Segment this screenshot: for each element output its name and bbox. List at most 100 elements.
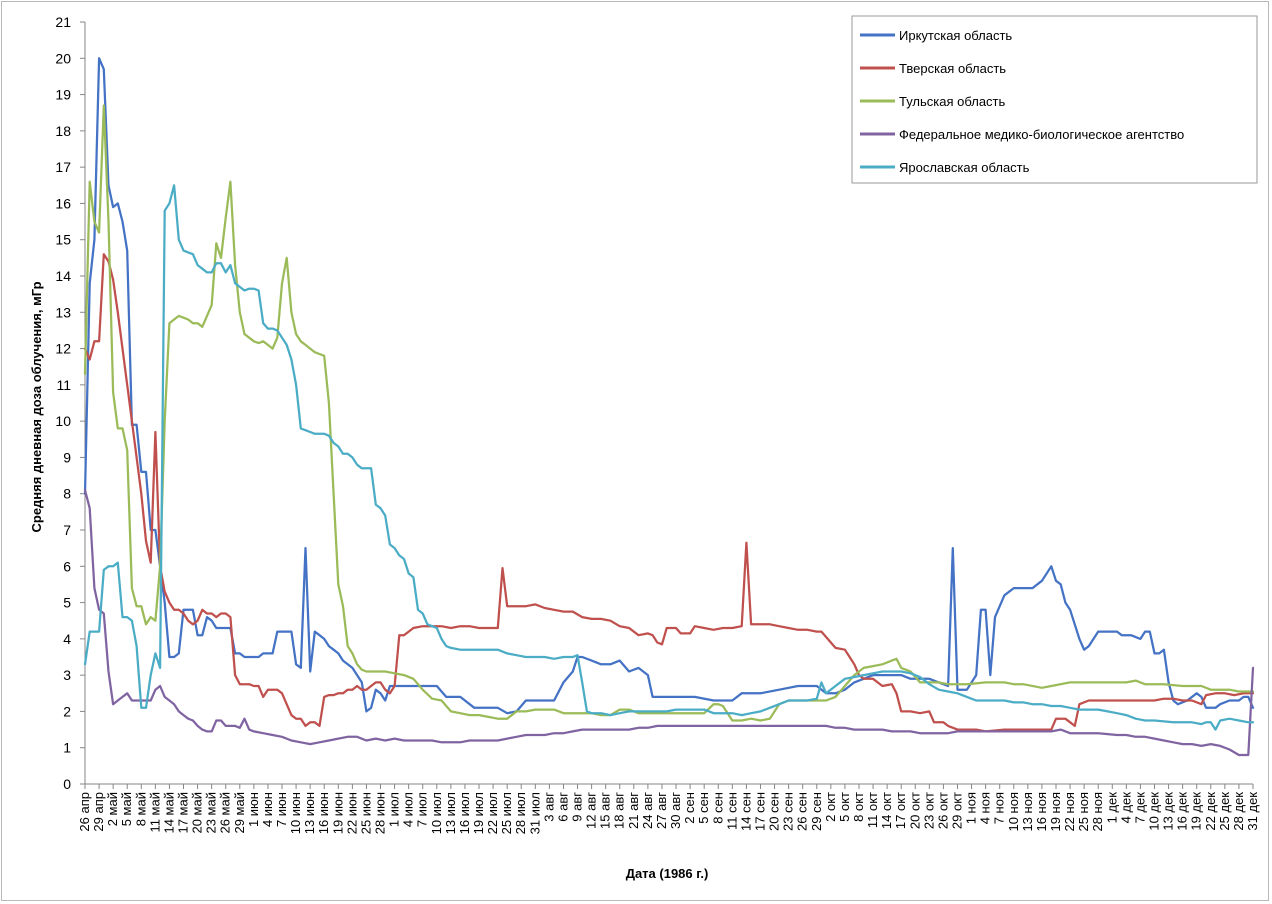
x-tick-label: 1 июл [387, 792, 402, 827]
x-tick-label: 29 окт [949, 792, 964, 829]
y-tick-label: 20 [55, 50, 71, 66]
x-tick-label: 12 авг [584, 792, 599, 829]
legend-entry-1: Иркутская область [899, 28, 1012, 43]
x-tick-label: 5 окт [837, 792, 852, 822]
legend: Иркутская область Тверская область Тульска… [851, 15, 1258, 184]
y-tick-label: 21 [55, 14, 71, 30]
x-tick-label: 9 авг [570, 792, 585, 822]
x-tick-label: 22 июн [344, 792, 359, 834]
x-tick-label: 8 окт [851, 792, 866, 822]
x-tick-label: 10 ноя [1006, 792, 1021, 832]
y-tick-label: 10 [55, 413, 71, 429]
y-tick-label: 15 [55, 232, 71, 248]
x-tick-label: 28 июл [513, 792, 528, 834]
x-tick-label: 16 июл [457, 792, 472, 834]
legend-entry-2: Тверская область [899, 61, 1006, 76]
series-line-1 [83, 57, 1255, 715]
x-tick-label: 5 май [119, 792, 134, 826]
series-line-2 [83, 253, 1255, 733]
x-tick-label: 7 дек [1132, 792, 1147, 824]
x-tick-label: 3 авг [541, 792, 556, 822]
x-tick-label: 14 сен [738, 792, 753, 831]
x-tick-label: 23 май [204, 792, 219, 834]
x-tick-label: 2 окт [823, 792, 838, 822]
x-tick-label: 10 июн [288, 792, 303, 834]
y-tick-label: 0 [63, 776, 71, 792]
y-tick-label: 12 [55, 341, 71, 357]
x-tick-label: 31 июл [527, 792, 542, 834]
x-tick-label: 17 май [176, 792, 191, 834]
x-tick-label: 14 окт [879, 792, 894, 829]
x-tick-label: 13 дек [1161, 792, 1176, 831]
x-tick-label: 29 сен [809, 792, 824, 831]
x-tick-label: 15 авг [598, 792, 613, 829]
x-tick-label: 22 ноя [1062, 792, 1077, 832]
x-tick-label: 4 дек [1118, 792, 1133, 824]
y-tick-label: 3 [63, 667, 71, 683]
x-tick-label: 23 сен [781, 792, 796, 831]
x-tick-label: 26 окт [935, 792, 950, 829]
x-tick-label: 26 сен [795, 792, 810, 831]
y-axis-title: Средняя дневная доза облучения, мГр [29, 281, 44, 532]
x-tick-label: 7 ноя [992, 792, 1007, 824]
y-tick-label: 16 [55, 195, 71, 211]
x-tick-label: 2 сен [682, 792, 697, 824]
x-tick-label: 16 июн [316, 792, 331, 834]
y-tick-label: 9 [63, 449, 71, 465]
x-tick-label: 21 авг [626, 792, 641, 829]
x-tick-label: 8 сен [710, 792, 725, 824]
x-tick-label: 1 дек [1104, 792, 1119, 824]
x-tick-label: 29 апр [91, 792, 106, 832]
x-tick-label: 11 сен [724, 792, 739, 830]
y-tick-label: 13 [55, 304, 71, 320]
series-line-5 [83, 184, 1255, 731]
x-tick-label: 1 ноя [964, 792, 979, 824]
y-tick-label: 17 [55, 159, 71, 175]
x-tick-label: 17 окт [893, 792, 908, 829]
x-axis-title: Дата (1986 г.) [626, 866, 709, 881]
series-line-4 [83, 488, 1255, 757]
y-tick-label: 6 [63, 558, 71, 574]
y-tick-label: 11 [56, 377, 71, 393]
x-tick-label: 20 окт [907, 792, 922, 829]
x-tick-label: 28 июн [373, 792, 388, 834]
x-tick-label: 11 май [147, 792, 162, 833]
x-tick-label: 28 дек [1231, 792, 1246, 831]
x-tick-label: 11 окт [865, 792, 880, 828]
y-tick-label: 2 [63, 703, 71, 719]
x-tick-label: 17 сен [752, 792, 767, 831]
legend-entry-3: Тульская область [899, 94, 1005, 109]
x-tick-label: 10 дек [1146, 792, 1161, 831]
x-tick-label: 19 июл [471, 792, 486, 834]
legend-entry-5: Ярославская область [899, 160, 1030, 175]
x-tick-label: 19 июн [330, 792, 345, 834]
x-tick-label: 5 сен [696, 792, 711, 824]
x-tick-label: 25 ноя [1076, 792, 1091, 832]
x-tick-label: 4 ноя [978, 792, 993, 824]
x-tick-label: 19 ноя [1048, 792, 1063, 832]
x-tick-label: 30 авг [668, 792, 683, 829]
x-tick-label: 19 дек [1189, 792, 1204, 831]
x-tick-label: 16 ноя [1034, 792, 1049, 832]
x-tick-label: 13 июл [443, 792, 458, 834]
x-tick-label: 13 ноя [1020, 792, 1035, 832]
x-tick-label: 6 авг [555, 792, 570, 822]
series-line-3 [83, 104, 1255, 722]
x-tick-label: 8 май [133, 792, 148, 826]
x-tick-label: 7 июн [274, 792, 289, 827]
x-tick-label: 27 авг [654, 792, 669, 829]
x-tick-label: 29 май [232, 792, 247, 834]
y-tick-label: 4 [63, 631, 71, 647]
x-tick-label: 20 май [190, 792, 205, 834]
x-tick-label: 25 дек [1217, 792, 1232, 831]
x-tick-label: 4 июн [260, 792, 275, 827]
y-tick-label: 7 [63, 522, 71, 538]
x-tick-label: 25 июл [499, 792, 514, 834]
x-tick-label: 26 май [218, 792, 233, 834]
x-tick-label: 24 авг [640, 792, 655, 829]
x-tick-label: 7 июл [415, 792, 430, 827]
legend-box [851, 15, 1258, 184]
x-tick-label: 23 окт [921, 792, 936, 829]
x-tick-label: 2 май [105, 792, 120, 826]
